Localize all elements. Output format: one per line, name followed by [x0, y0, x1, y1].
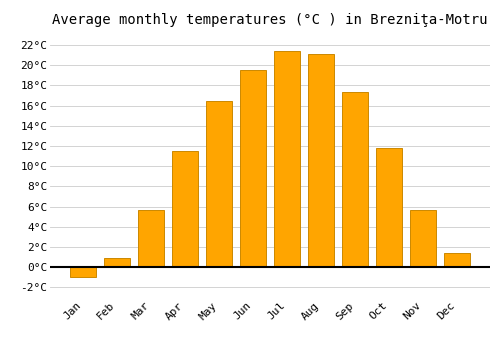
Bar: [70, 267, 96, 277]
Bar: [376, 148, 402, 267]
Bar: [308, 54, 334, 267]
Bar: [342, 92, 368, 267]
Title: Average monthly temperatures (°C ) in Brezniţa-Motru: Average monthly temperatures (°C ) in Br…: [52, 13, 488, 27]
Bar: [104, 258, 130, 267]
Bar: [172, 151, 198, 267]
Bar: [206, 100, 232, 267]
Bar: [274, 51, 300, 267]
Bar: [444, 253, 470, 267]
Bar: [138, 210, 164, 267]
Bar: [240, 70, 266, 267]
Bar: [410, 210, 436, 267]
